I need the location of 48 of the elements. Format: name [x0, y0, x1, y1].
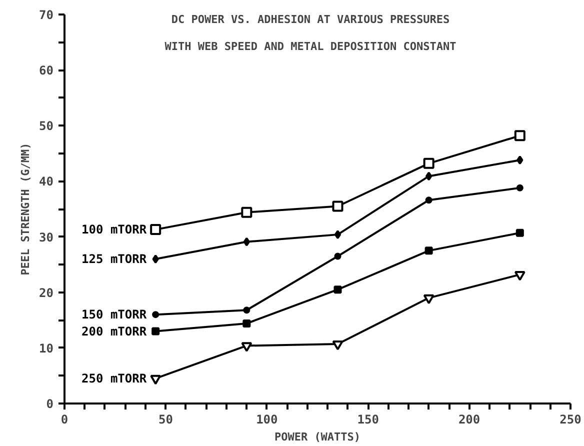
y-tick-label: 40 — [39, 174, 54, 189]
point — [332, 200, 344, 212]
point — [241, 342, 252, 352]
point — [152, 254, 159, 264]
y-tick-label: 30 — [39, 230, 54, 244]
point — [243, 306, 250, 314]
series-label: 150 mTORR — [82, 308, 148, 322]
point — [425, 172, 432, 181]
point — [242, 319, 251, 328]
point — [334, 286, 342, 294]
chart-title: DC POWER VS. ADHESION AT VARIOUS PRESSURES — [171, 13, 450, 26]
x-tick-label: 200 — [458, 412, 480, 426]
point — [423, 294, 434, 304]
x-tick-label: 0 — [60, 412, 68, 426]
point — [516, 228, 524, 237]
point — [425, 196, 432, 204]
point — [516, 184, 524, 192]
x-tick-label: 150 — [357, 412, 379, 426]
x-tick-label: 250 — [560, 412, 582, 426]
text: WITH WEB SPEED AND METAL DEPOSITION CONSTANT — [164, 40, 457, 53]
point — [334, 252, 342, 260]
point — [152, 311, 160, 318]
y-tick-label: 0 — [46, 397, 54, 411]
point — [516, 156, 524, 165]
y-tick-label: 60 — [39, 64, 54, 78]
y-axis-title: PEEL STRENGTH (G/MM) — [19, 142, 32, 276]
x-tick-label: 100 — [256, 412, 278, 426]
point — [424, 246, 433, 255]
point — [423, 158, 434, 169]
point — [152, 327, 160, 336]
series-label: 125 mTORR — [82, 252, 148, 266]
y-tick-label: 10 — [39, 341, 54, 356]
y-tick-label: 70 — [39, 8, 54, 22]
y-tick-label: 50 — [39, 119, 54, 134]
point — [334, 230, 342, 240]
point — [241, 206, 252, 218]
series-label: 200 mTORR — [82, 324, 148, 338]
series-label: 100 mTORR — [82, 222, 148, 237]
point — [332, 340, 344, 350]
point — [243, 237, 250, 246]
y-tick-label: 20 — [39, 286, 54, 300]
x-tick-label: 50 — [158, 412, 173, 426]
series-label: 250 mTORR — [82, 371, 148, 386]
point — [150, 374, 162, 385]
point — [150, 224, 162, 236]
point — [514, 270, 526, 281]
x-axis-title: POWER (WATTS) — [274, 430, 361, 444]
point — [514, 130, 526, 142]
